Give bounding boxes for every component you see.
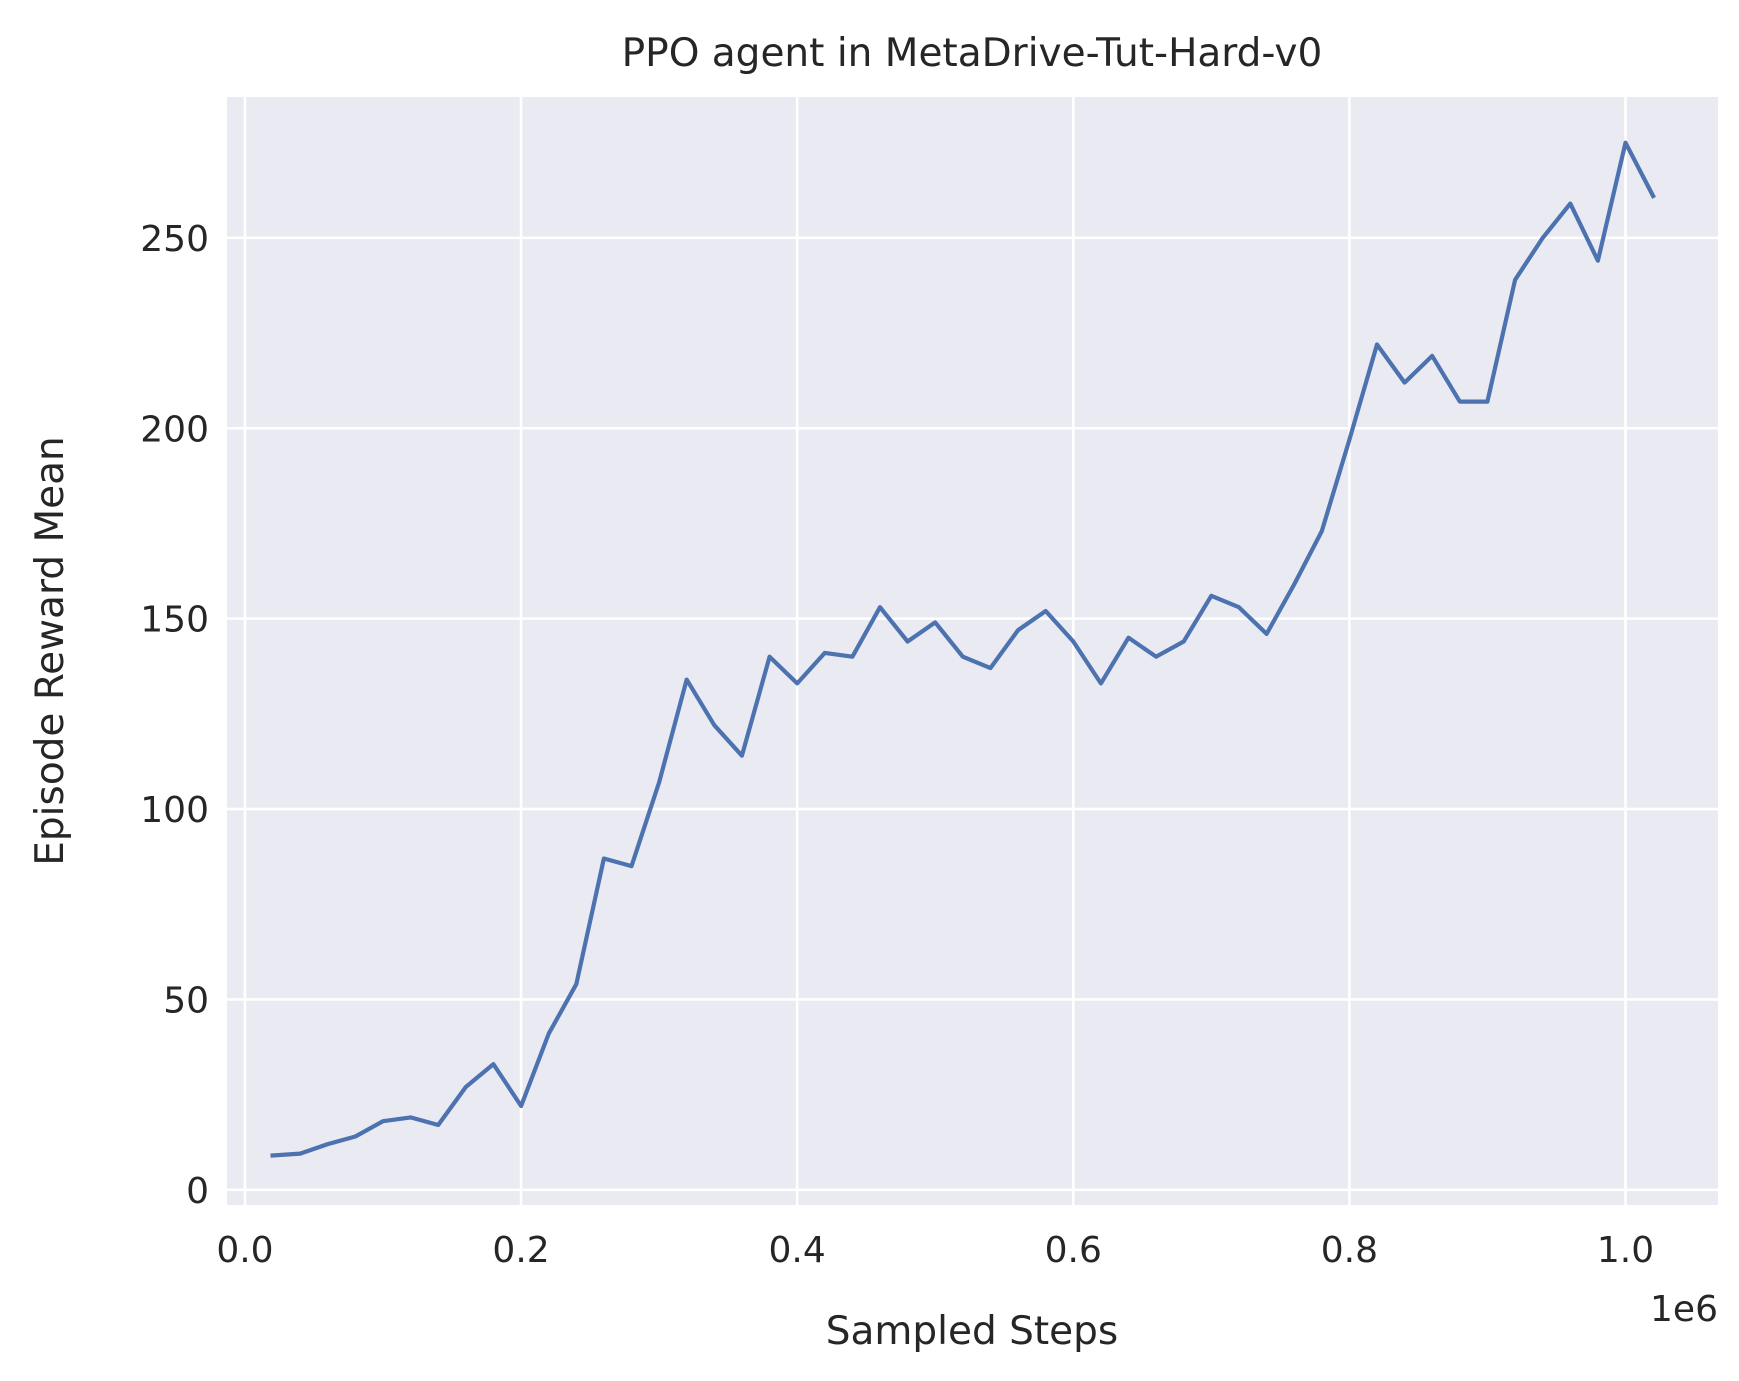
y-tick-label: 50 [163,980,209,1021]
y-tick-labels: 0 50 100 150 200 250 [140,219,209,1212]
x-tick-label: 0.0 [216,1230,273,1271]
y-tick-label: 100 [140,790,209,831]
y-axis-label: Episode Reward Mean [28,436,73,865]
chart-title: PPO agent in MetaDrive-Tut-Hard-v0 [622,31,1323,76]
y-tick-label: 250 [140,219,209,260]
plot-area [227,97,1718,1205]
x-tick-label: 0.6 [1045,1230,1102,1271]
x-tick-label: 0.8 [1321,1230,1378,1271]
y-tick-label: 0 [186,1171,209,1212]
y-tick-label: 200 [140,409,209,450]
series-group [270,140,1656,1158]
x-tick-labels: 0.0 0.2 0.4 0.6 0.8 1.0 [216,1230,1654,1271]
grid-lines [227,97,1718,1205]
y-tick-label: 150 [140,600,209,641]
x-tick-label: 0.2 [492,1230,549,1271]
series-line [270,140,1656,1158]
x-tick-label: 1.0 [1597,1230,1654,1271]
x-offset-label: 1e6 [1650,1289,1718,1330]
x-tick-label: 0.4 [769,1230,826,1271]
x-axis-label: Sampled Steps [826,1309,1119,1354]
